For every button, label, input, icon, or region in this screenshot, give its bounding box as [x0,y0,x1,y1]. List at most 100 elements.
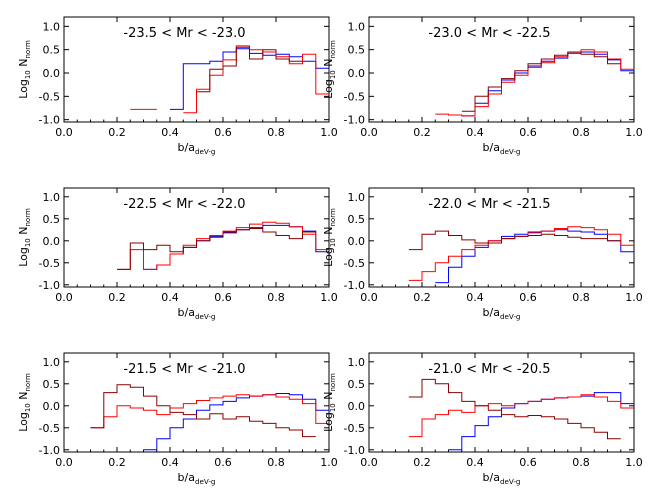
x-tick-label: 0.4 [466,126,484,139]
y-tick-label: 1.0 [348,20,366,33]
panel-title: -21.0 < Mr < -20.5 [428,362,550,377]
x-tick-label: 0.0 [360,291,378,304]
x-tick-label: 0.0 [360,456,378,469]
x-tick-label: 0.8 [267,291,285,304]
x-tick-label: 1.0 [320,456,338,469]
y-tick-label: 0.0 [348,400,366,413]
x-tick-label: 0.4 [161,456,179,469]
series-line-3 [408,378,621,440]
y-tick-label: -1.0 [39,444,60,457]
series-line-2 [90,394,329,429]
x-tick-label: 1.0 [625,456,643,469]
x-tick-label: 0.8 [572,456,590,469]
series-line-3 [117,228,316,270]
y-tick-label: -0.5 [344,422,365,435]
x-tick-label: 0.4 [161,291,179,304]
x-tick-label: 0.8 [572,291,590,304]
x-tick-label: 0.4 [466,291,484,304]
y-axis-label: Log10 Nnorm [17,40,32,99]
x-tick-label: 0.2 [108,291,126,304]
y-tick-label: -0.5 [39,422,60,435]
y-tick-label: 1.0 [348,356,366,369]
series-line-1 [143,393,329,451]
panel-title: -23.0 < Mr < -22.5 [428,26,550,41]
y-tick-label: 1.0 [348,191,366,204]
y-axis-label: Log10 Nnorm [17,373,32,432]
y-tick-label: 0.0 [43,400,61,413]
panel-6: 0.0 0.2 0.4 0.6 0.8 1.0 -1.0 -0.5 0.0 0.5 1.0 b/ade… [322,352,643,486]
x-tick-label: 0.6 [519,126,537,139]
series-line-1 [461,51,634,117]
x-tick-label: 0.0 [55,126,73,139]
panel-title: -22.0 < Mr < -21.5 [428,197,550,212]
x-tick-label: 0.6 [214,291,232,304]
x-axis-label: b/adeV-g [483,141,521,156]
panel-5: 0.0 0.2 0.4 0.6 0.8 1.0 -1.0 -0.5 0.0 0.5 1.0 b/ade… [17,352,338,486]
panel-title: -21.5 < Mr < -21.0 [123,362,245,377]
x-tick-label: 0.4 [161,126,179,139]
panel-title: -22.5 < Mr < -22.0 [123,197,245,212]
y-tick-label: -0.5 [344,90,365,103]
y-tick-label: -1.0 [39,279,60,292]
series-line-2 [408,394,634,438]
x-tick-label: 0.2 [413,456,431,469]
series-line-3 [461,51,621,112]
x-tick-label: 0.8 [267,456,285,469]
x-tick-label: 0.2 [108,456,126,469]
x-tick-label: 0.2 [413,126,431,139]
x-tick-label: 0.8 [267,126,285,139]
series-line-2 [408,226,634,281]
y-tick-label: 1.0 [43,356,61,369]
y-axis-label: Log10 Nnorm [322,373,337,432]
x-axis-label: b/adeV-g [483,306,521,321]
x-axis-label: b/adeV-g [178,141,216,156]
y-tick-label: 0.5 [348,378,366,391]
x-tick-label: 0.6 [214,456,232,469]
y-tick-label: -1.0 [344,444,365,457]
x-tick-label: 0.0 [55,291,73,304]
y-tick-label: -1.0 [344,279,365,292]
panel-title: -23.5 < Mr < -23.0 [123,26,245,41]
series-line-2 [117,221,329,270]
y-tick-label: 0.0 [43,235,61,248]
panel-4: 0.0 0.2 0.4 0.6 0.8 1.0 -1.0 -0.5 0.0 0.5 1.0 b/ade… [322,187,643,321]
y-tick-label: -0.5 [344,257,365,270]
series-line-1 [435,229,634,284]
y-tick-label: 0.0 [348,67,366,80]
y-tick-label: 0.0 [348,235,366,248]
y-tick-label: -1.0 [344,114,365,127]
y-tick-label: 0.5 [43,44,61,57]
x-tick-label: 1.0 [625,126,643,139]
x-axis-label: b/adeV-g [178,306,216,321]
x-tick-label: 0.6 [519,456,537,469]
x-tick-label: 0.0 [360,126,378,139]
x-tick-label: 0.2 [108,126,126,139]
x-axis-label: b/adeV-g [178,471,216,486]
series-line-2 [130,45,329,114]
panel-1: 0.0 0.2 0.4 0.6 0.8 1.0 -1.0 -0.5 0.0 0.5 1.0 b/ade… [17,16,338,156]
y-tick-label: 0.5 [348,213,366,226]
x-tick-label: 0.2 [413,291,431,304]
x-tick-label: 0.6 [519,291,537,304]
series-line-3 [408,230,621,251]
panel-3: 0.0 0.2 0.4 0.6 0.8 1.0 -1.0 -0.5 0.0 0.5 1.0 b/ade… [17,187,338,321]
x-tick-label: 0.6 [214,126,232,139]
x-tick-label: 1.0 [625,291,643,304]
x-axis-label: b/adeV-g [483,471,521,486]
series-line-2 [435,49,634,117]
y-tick-label: 0.5 [43,378,61,391]
x-tick-label: 1.0 [320,291,338,304]
series-line-3 [90,384,316,438]
x-tick-label: 0.8 [572,126,590,139]
panel-2: 0.0 0.2 0.4 0.6 0.8 1.0 -1.0 -0.5 0.0 0.5 1.0 b/ade… [322,16,643,156]
series-line-3 [196,46,303,93]
y-tick-label: 0.5 [348,44,366,57]
y-tick-label: 0.0 [43,67,61,80]
x-tick-label: 0.4 [466,456,484,469]
x-tick-label: 1.0 [320,126,338,139]
x-tick-label: 0.0 [55,456,73,469]
y-tick-label: 0.5 [43,213,61,226]
y-tick-label: -0.5 [39,90,60,103]
y-tick-label: -0.5 [39,257,60,270]
